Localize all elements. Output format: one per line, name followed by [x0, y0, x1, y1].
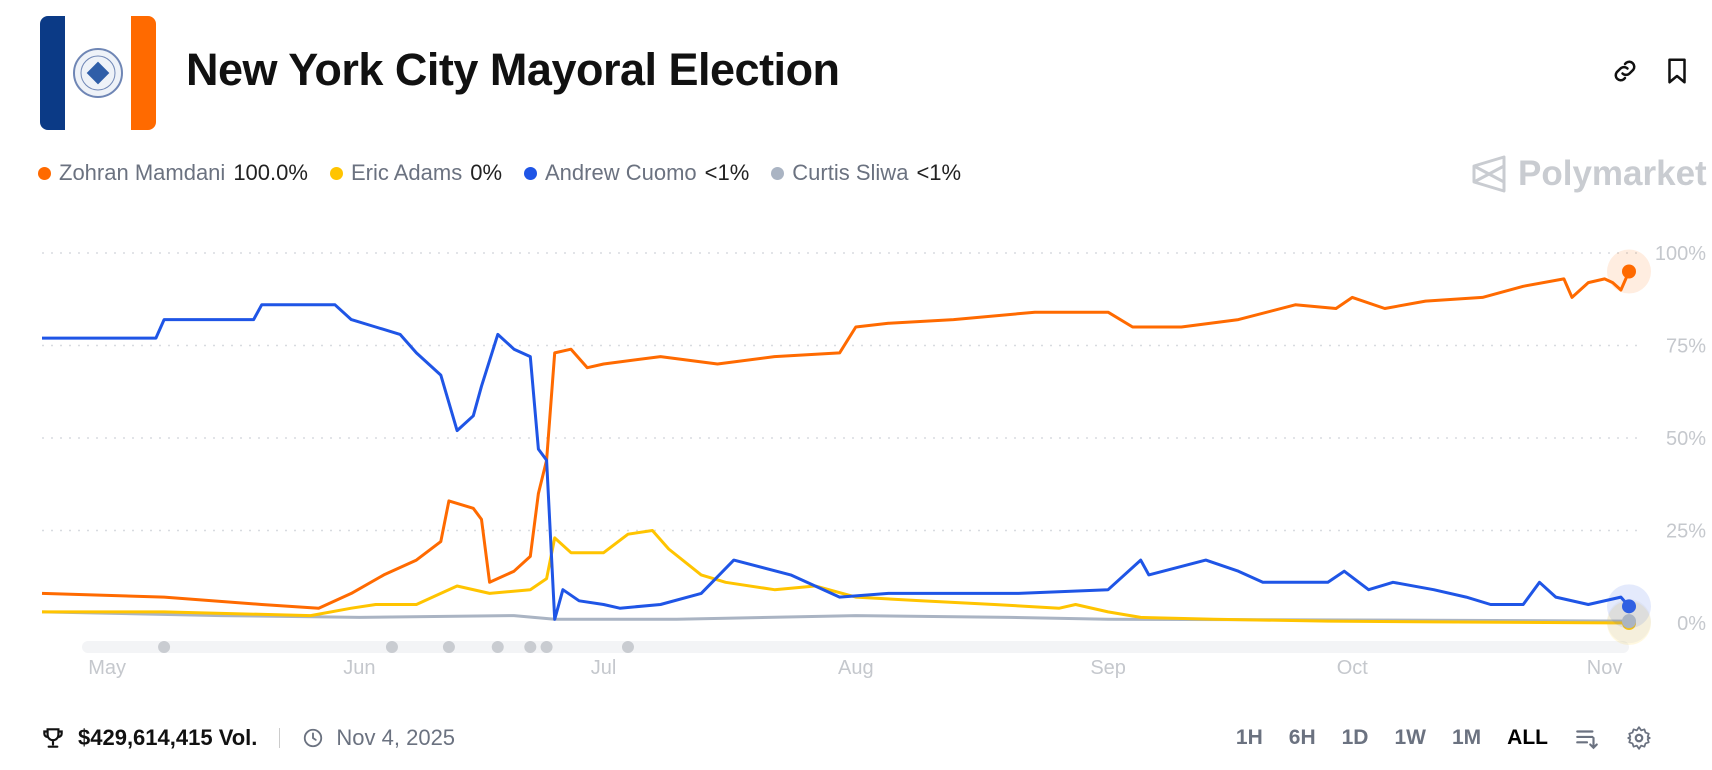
polymarket-logo-icon: [1472, 155, 1506, 193]
y-tick-label: 75%: [1666, 336, 1706, 358]
divider: [279, 728, 281, 748]
x-tick-label: Sep: [1090, 657, 1126, 679]
city-seal-icon: [73, 48, 123, 98]
clock-icon: [304, 728, 323, 748]
bookmark-icon[interactable]: [1662, 56, 1692, 86]
legend-item-adams: Eric Adams 0%: [329, 160, 502, 186]
y-tick-label: 25%: [1666, 521, 1706, 543]
footer-info: $429,614,415 Vol. Nov 4, 2025: [40, 725, 455, 751]
legend-value: 0%: [470, 160, 502, 185]
end-date: Nov 4, 2025: [336, 725, 456, 750]
series-dot-icon: [329, 166, 343, 180]
event-marker[interactable]: [491, 641, 504, 653]
sort-icon[interactable]: [1574, 725, 1600, 751]
legend-item-mamdani: Zohran Mamdani 100.0%: [38, 160, 308, 186]
x-tick-label: Oct: [1337, 657, 1369, 679]
range-1w-button[interactable]: 1W: [1394, 726, 1426, 749]
settings-gear-icon[interactable]: [1626, 725, 1652, 751]
series-dot-icon: [771, 166, 785, 180]
x-tick-label: Jun: [343, 657, 375, 679]
legend-value: 100.0%: [233, 160, 308, 185]
range-1d-button[interactable]: 1D: [1341, 726, 1369, 749]
legend: Zohran Mamdani 100.0% Eric Adams 0% Andrew…: [38, 160, 961, 186]
range-1m-button[interactable]: 1M: [1451, 726, 1482, 749]
event-marker[interactable]: [524, 641, 537, 653]
end-point-curtis-sliwa: [1622, 614, 1636, 629]
legend-value: <1%: [704, 160, 750, 185]
y-tick-label: 0%: [1677, 613, 1706, 635]
market-logo: [40, 16, 156, 130]
range-6h-button[interactable]: 6H: [1288, 726, 1316, 749]
end-point-zohran-mamdani: [1622, 264, 1636, 279]
series-line-zohran-mamdani: [41, 270, 1631, 610]
x-tick-label: May: [88, 657, 126, 679]
time-range-selector: 1H 6H 1D 1W 1M ALL: [1236, 725, 1652, 751]
end-point-andrew-cuomo: [1622, 599, 1636, 614]
legend-name: Zohran Mamdani: [59, 160, 226, 185]
series-line-andrew-cuomo: [42, 303, 1631, 621]
link-icon[interactable]: [1610, 56, 1640, 86]
price-chart[interactable]: 100% 75% 50% 25% 0% May Jun Jul Aug Sep Oct Nov: [0, 200, 1712, 690]
legend-value: <1%: [916, 160, 962, 185]
event-marker[interactable]: [621, 641, 634, 653]
range-1h-button[interactable]: 1H: [1235, 726, 1263, 749]
y-tick-label: 100%: [1655, 243, 1706, 265]
timeline-track: [82, 641, 1629, 653]
series-dot-icon: [524, 166, 537, 180]
legend-name: Andrew Cuomo: [545, 160, 697, 185]
brand-name: Polymarket: [1518, 154, 1707, 193]
legend-item-sliwa: Curtis Sliwa <1%: [771, 160, 961, 186]
x-tick-label: Aug: [838, 657, 874, 679]
event-marker[interactable]: [540, 641, 553, 653]
legend-name: Curtis Sliwa: [792, 160, 909, 185]
legend-item-cuomo: Andrew Cuomo <1%: [524, 160, 749, 186]
x-tick-label: Nov: [1587, 657, 1623, 679]
trophy-icon: [43, 728, 63, 748]
x-tick-label: Jul: [591, 657, 617, 679]
series-line-eric-adams: [42, 529, 1630, 625]
event-marker[interactable]: [385, 641, 398, 653]
page-title: New York City Mayoral Election: [186, 44, 840, 95]
volume-text: $429,614,415 Vol.: [78, 725, 258, 750]
legend-name: Eric Adams: [350, 160, 463, 185]
event-marker[interactable]: [158, 641, 171, 653]
event-marker[interactable]: [442, 641, 455, 653]
series-line-curtis-sliwa: [41, 610, 1630, 623]
polymarket-watermark: Polymarket: [1470, 154, 1707, 194]
y-tick-label: 50%: [1666, 428, 1706, 450]
range-all-button[interactable]: ALL: [1507, 726, 1548, 749]
series-dot-icon: [38, 166, 51, 180]
